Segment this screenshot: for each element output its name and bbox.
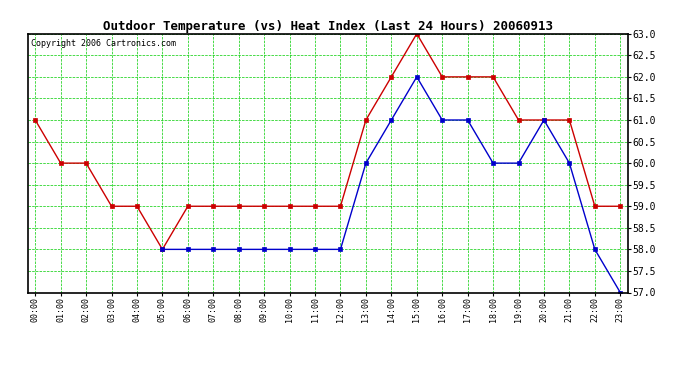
Title: Outdoor Temperature (vs) Heat Index (Last 24 Hours) 20060913: Outdoor Temperature (vs) Heat Index (Las… (103, 20, 553, 33)
Text: Copyright 2006 Cartronics.com: Copyright 2006 Cartronics.com (30, 39, 175, 48)
